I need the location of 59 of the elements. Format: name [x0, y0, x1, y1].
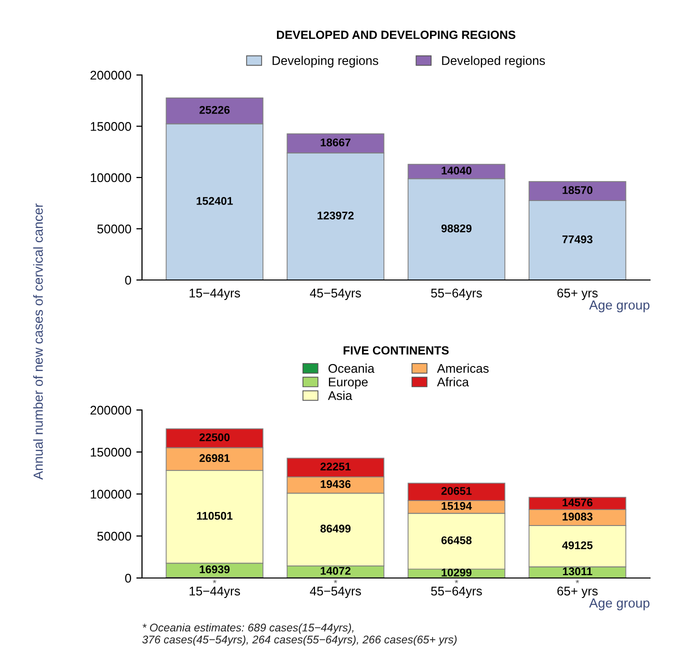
data-label: 19083 [562, 512, 592, 521]
data-label: 152401 [196, 197, 233, 205]
y-tick-label: 150000 [90, 122, 132, 131]
data-label: 14072 [320, 566, 351, 575]
x-tick-label: 65+ yrs [557, 586, 598, 598]
x-tick-label: 45−54yrs [310, 586, 361, 598]
y-tick-label: 100000 [90, 490, 132, 499]
data-label: 14040 [442, 166, 472, 174]
x-tick-label: 15−44yrs [190, 586, 240, 598]
legend-label: Developed regions [442, 56, 545, 68]
legend-label: Americas [437, 364, 489, 373]
x-tick-label: 15−44yrs [190, 288, 240, 300]
data-label: 14576 [562, 498, 592, 506]
data-label: 18570 [562, 186, 592, 194]
x-axis-title: Age group [589, 598, 650, 610]
data-label: * [454, 580, 458, 584]
data-label: 110501 [197, 512, 232, 520]
legend-label: Asia [328, 390, 352, 400]
x-tick-label: 45−54yrs [310, 288, 361, 300]
y-tick-label: 0 [125, 574, 132, 583]
y-tick-label: 200000 [90, 406, 132, 415]
data-label: * [576, 580, 580, 584]
data-label: 22251 [320, 462, 351, 471]
y-tick-label: 50000 [97, 224, 132, 234]
chart-title: FIVE CONTINENTS [344, 346, 449, 355]
y-tick-label: 0 [125, 276, 132, 285]
data-label: 66458 [441, 536, 472, 544]
data-label: * [212, 580, 216, 584]
legend-label: Oceania [328, 364, 374, 373]
data-label: 49125 [562, 541, 593, 550]
y-tick-label: 150000 [90, 448, 132, 457]
y-tick-label: 200000 [90, 70, 132, 80]
data-label: * [334, 580, 338, 584]
y-tick-label: 50000 [97, 532, 132, 541]
data-label: 26981 [200, 454, 230, 462]
data-label: 22500 [200, 433, 230, 442]
legend-label: Developing regions [272, 56, 378, 68]
data-label: 98829 [441, 224, 472, 232]
data-label: 13011 [562, 567, 592, 576]
data-label: 77493 [562, 235, 592, 244]
data-label: 18667 [320, 138, 350, 146]
data-label: 15194 [442, 502, 472, 510]
data-label: 86499 [320, 524, 351, 533]
data-label: 10299 [442, 568, 472, 576]
data-label: 20651 [441, 486, 472, 495]
data-label: 19436 [320, 480, 351, 488]
x-tick-label: 55−64yrs [431, 288, 482, 300]
legend-label: Africa [437, 377, 469, 386]
text: * Oceania estimates: 689 cases(15−44yrs), 376 cases(45−54yrs), 264 cases(55−64yrs), 266 cases(65+ yrs) [142, 623, 457, 646]
x-tick-label: 65+ yrs [557, 288, 598, 300]
data-label: 16939 [200, 565, 230, 574]
x-tick-label: 55−64yrs [431, 586, 482, 598]
y-tick-label: 100000 [90, 173, 132, 182]
data-label: 123972 [318, 212, 354, 220]
data-label: 25226 [200, 106, 230, 114]
chart-title: DEVELOPED AND DEVELOPING REGIONS [276, 30, 516, 40]
legend-label: Europe [328, 378, 368, 389]
x-axis-title: Age group [589, 300, 650, 312]
y-axis-title: Annual number of new cases of cervical cancer [33, 203, 43, 480]
